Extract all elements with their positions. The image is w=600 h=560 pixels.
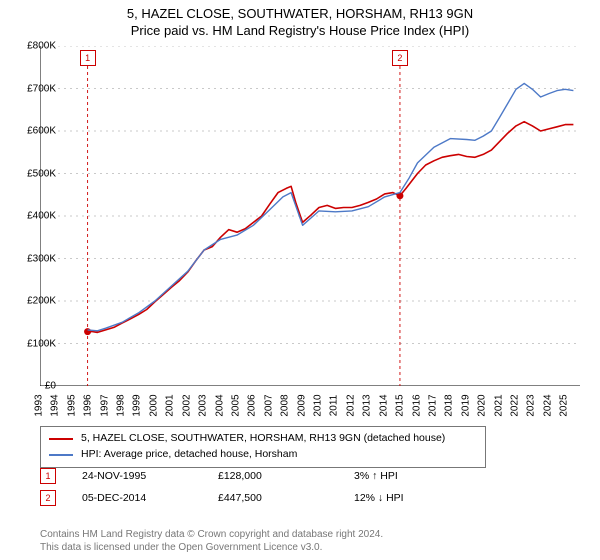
y-axis-label: £700K xyxy=(27,83,56,94)
x-axis-label: 2016 xyxy=(411,394,422,416)
x-axis-label: 1999 xyxy=(132,394,143,416)
event-price: £447,500 xyxy=(218,492,328,504)
x-axis-label: 2012 xyxy=(345,394,356,416)
y-axis-label: £400K xyxy=(27,211,56,222)
event-date: 24-NOV-1995 xyxy=(82,470,192,482)
legend-item: 5, HAZEL CLOSE, SOUTHWATER, HORSHAM, RH1… xyxy=(49,431,477,447)
x-axis-label: 2003 xyxy=(198,394,209,416)
event-price: £128,000 xyxy=(218,470,328,482)
y-axis-label: £800K xyxy=(27,41,56,52)
x-axis-label: 1994 xyxy=(50,394,61,416)
x-axis-label: 2007 xyxy=(263,394,274,416)
y-axis-label: £200K xyxy=(27,296,56,307)
event-pct: 12% ↓ HPI xyxy=(354,492,444,504)
legend-swatch xyxy=(49,438,73,440)
chart-area xyxy=(40,46,580,386)
x-axis-label: 2022 xyxy=(510,394,521,416)
legend-swatch xyxy=(49,454,73,456)
y-axis-label: £500K xyxy=(27,168,56,179)
chart-svg xyxy=(40,46,580,386)
footer-line1: Contains HM Land Registry data © Crown c… xyxy=(40,528,383,541)
x-axis-label: 2023 xyxy=(526,394,537,416)
legend-label: 5, HAZEL CLOSE, SOUTHWATER, HORSHAM, RH1… xyxy=(81,431,445,447)
x-axis-label: 2008 xyxy=(280,394,291,416)
event-marker: 2 xyxy=(40,490,56,506)
event-pct: 3% ↑ HPI xyxy=(354,470,444,482)
legend-label: HPI: Average price, detached house, Hors… xyxy=(81,447,297,463)
x-axis-label: 2013 xyxy=(362,394,373,416)
footer-line2: This data is licensed under the Open Gov… xyxy=(40,541,383,554)
chart-marker-box: 1 xyxy=(80,50,96,66)
x-axis-label: 2002 xyxy=(181,394,192,416)
x-axis-label: 1996 xyxy=(83,394,94,416)
x-axis-label: 2020 xyxy=(477,394,488,416)
x-axis-label: 2015 xyxy=(395,394,406,416)
x-axis-label: 2005 xyxy=(231,394,242,416)
x-axis-label: 2004 xyxy=(214,394,225,416)
x-axis-label: 1995 xyxy=(66,394,77,416)
x-axis-label: 2009 xyxy=(296,394,307,416)
y-axis-label: £600K xyxy=(27,126,56,137)
x-axis-label: 1998 xyxy=(116,394,127,416)
x-axis-label: 2010 xyxy=(313,394,324,416)
event-date: 05-DEC-2014 xyxy=(82,492,192,504)
x-axis-label: 2001 xyxy=(165,394,176,416)
x-axis-label: 2019 xyxy=(460,394,471,416)
x-axis-label: 2017 xyxy=(428,394,439,416)
y-axis-label: £0 xyxy=(45,381,56,392)
x-axis-label: 2000 xyxy=(149,394,160,416)
legend-item: HPI: Average price, detached house, Hors… xyxy=(49,447,477,463)
event-row: 1 24-NOV-1995 £128,000 3% ↑ HPI xyxy=(40,468,444,484)
x-axis-label: 2018 xyxy=(444,394,455,416)
event-row: 2 05-DEC-2014 £447,500 12% ↓ HPI xyxy=(40,490,444,506)
x-axis-label: 2006 xyxy=(247,394,258,416)
events-table: 1 24-NOV-1995 £128,000 3% ↑ HPI 2 05-DEC… xyxy=(40,468,444,512)
x-axis-label: 2021 xyxy=(493,394,504,416)
event-marker: 1 xyxy=(40,468,56,484)
x-axis-label: 2024 xyxy=(542,394,553,416)
y-axis-label: £300K xyxy=(27,253,56,264)
chart-title-line1: 5, HAZEL CLOSE, SOUTHWATER, HORSHAM, RH1… xyxy=(0,6,600,23)
footer: Contains HM Land Registry data © Crown c… xyxy=(40,528,383,554)
x-axis-label: 1993 xyxy=(34,394,45,416)
chart-title-line2: Price paid vs. HM Land Registry's House … xyxy=(0,23,600,40)
legend: 5, HAZEL CLOSE, SOUTHWATER, HORSHAM, RH1… xyxy=(40,426,486,468)
chart-container: 5, HAZEL CLOSE, SOUTHWATER, HORSHAM, RH1… xyxy=(0,0,600,560)
x-axis-label: 2011 xyxy=(329,395,340,417)
x-axis-label: 1997 xyxy=(99,394,110,416)
title-block: 5, HAZEL CLOSE, SOUTHWATER, HORSHAM, RH1… xyxy=(0,0,600,40)
chart-marker-box: 2 xyxy=(392,50,408,66)
x-axis-label: 2025 xyxy=(559,394,570,416)
x-axis-label: 2014 xyxy=(378,394,389,416)
y-axis-label: £100K xyxy=(27,338,56,349)
